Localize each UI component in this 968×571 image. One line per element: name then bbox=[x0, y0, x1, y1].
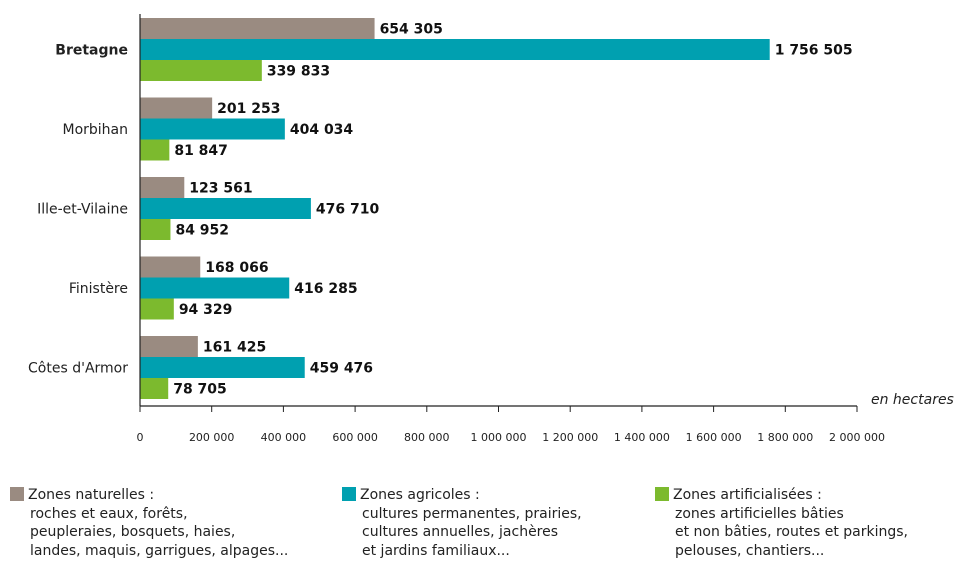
x-tick-label: 1 400 000 bbox=[614, 431, 670, 444]
bar bbox=[140, 60, 262, 81]
x-tick-label: 200 000 bbox=[189, 431, 235, 444]
legend-desc-agricoles: cultures permanentes, prairies, cultures… bbox=[362, 505, 582, 559]
bar-chart: 654 305 1 756 505 339 833 Bretagne 201 253 40… bbox=[28, 14, 954, 444]
data-label: 161 425 bbox=[203, 340, 266, 356]
data-label: 476 710 bbox=[316, 202, 380, 218]
data-label: 84 952 bbox=[175, 223, 229, 239]
legend-swatch-artificialisees bbox=[655, 487, 669, 501]
category-label: Ille-et-Vilaine bbox=[37, 202, 128, 218]
bar bbox=[140, 336, 198, 357]
data-label: 123 561 bbox=[189, 181, 252, 197]
bar bbox=[140, 198, 311, 219]
x-tick-label: 1 600 000 bbox=[686, 431, 742, 444]
legend-desc-artificialisees: zones artificielles bâties et non bâties… bbox=[675, 505, 908, 559]
legend-item-artificialisees: Zones artificialisées : zones artificiel… bbox=[655, 486, 908, 560]
category-label: Bretagne bbox=[55, 43, 128, 59]
data-label: 94 329 bbox=[179, 302, 233, 318]
data-label: 78 705 bbox=[173, 382, 227, 398]
data-label: 1 756 505 bbox=[775, 43, 853, 59]
category-label: Morbihan bbox=[62, 122, 128, 138]
bar bbox=[140, 378, 169, 399]
legend-title-agricoles: Zones agricoles : bbox=[360, 487, 480, 503]
x-tick-label: 1 800 000 bbox=[757, 431, 813, 444]
data-label: 201 253 bbox=[217, 101, 280, 117]
data-label: 416 285 bbox=[294, 281, 357, 297]
legend-title-naturelles: Zones naturelles : bbox=[28, 487, 155, 503]
data-label: 404 034 bbox=[290, 122, 354, 138]
legend-item-naturelles: Zones naturelles : roches et eaux, forêt… bbox=[10, 486, 288, 560]
category-label: Côtes d'Armor bbox=[28, 361, 128, 377]
x-tick-label: 600 000 bbox=[332, 431, 378, 444]
legend-title-artificialisees: Zones artificialisées : bbox=[673, 487, 822, 503]
data-label: 339 833 bbox=[267, 64, 330, 80]
legend-item-agricoles: Zones agricoles : cultures permanentes, … bbox=[342, 486, 582, 560]
data-label: 168 066 bbox=[205, 260, 268, 276]
bar bbox=[140, 177, 185, 198]
x-tick-label: 1 200 000 bbox=[542, 431, 598, 444]
unit-label: en hectares bbox=[871, 392, 954, 408]
data-label: 81 847 bbox=[174, 143, 228, 159]
bar bbox=[140, 97, 213, 119]
bar bbox=[140, 39, 770, 60]
bar bbox=[140, 256, 201, 278]
bar bbox=[140, 118, 285, 140]
legend-swatch-agricoles bbox=[342, 487, 356, 501]
legend-desc-naturelles: roches et eaux, forêts, peupleraies, bos… bbox=[30, 505, 289, 559]
legend-swatch-naturelles bbox=[10, 487, 24, 501]
x-tick-label: 400 000 bbox=[261, 431, 307, 444]
data-label: 654 305 bbox=[380, 22, 443, 38]
data-label: 459 476 bbox=[310, 361, 373, 377]
x-tick-label: 2 000 000 bbox=[829, 431, 885, 444]
bar bbox=[140, 357, 305, 378]
bar bbox=[140, 277, 290, 299]
x-tick-label: 800 000 bbox=[404, 431, 450, 444]
category-label: Finistère bbox=[69, 281, 128, 297]
bar bbox=[140, 139, 170, 161]
bar bbox=[140, 298, 174, 320]
bar bbox=[140, 18, 375, 39]
x-tick-label: 0 bbox=[137, 431, 144, 444]
x-tick-label: 1 000 000 bbox=[471, 431, 527, 444]
bar bbox=[140, 219, 171, 240]
